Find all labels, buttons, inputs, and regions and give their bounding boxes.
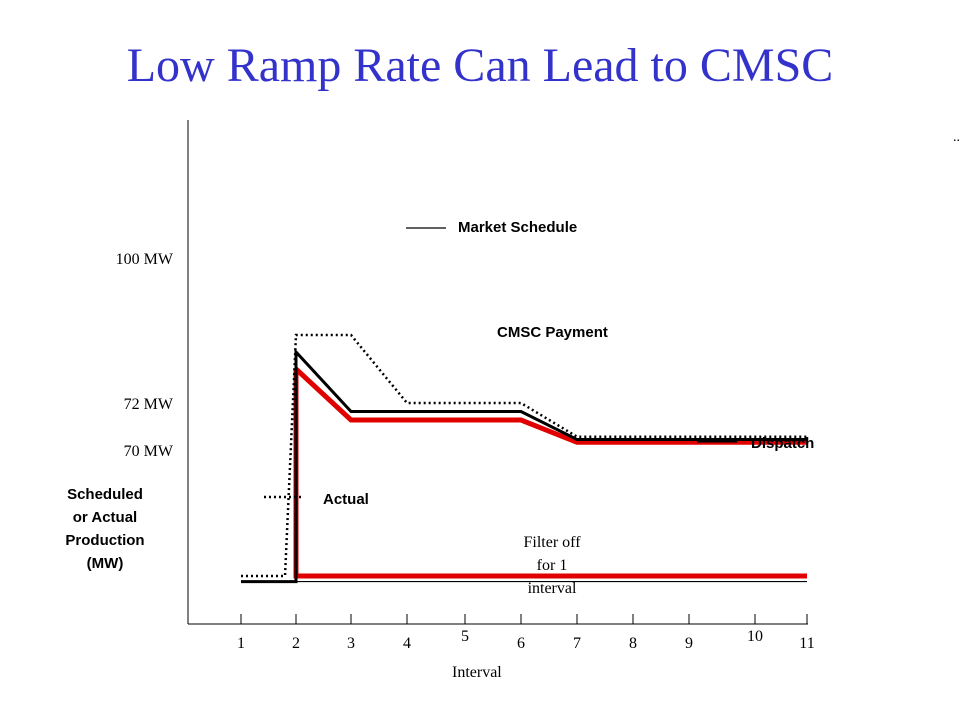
dispatch-line <box>241 348 807 584</box>
y-axis-label-line: or Actual <box>72 509 138 526</box>
x-tick-label: 10 <box>747 628 763 645</box>
slide-title: Low Ramp Rate Can Lead to CMSC <box>126 39 834 92</box>
x-axis-label: Interval <box>452 664 502 681</box>
actual-line <box>241 333 807 578</box>
filter-note: Filter off for 1 interval <box>492 531 612 600</box>
x-tick-label: 6 <box>517 635 525 652</box>
y-axis-label-line: Scheduled <box>67 486 143 503</box>
legend-market-schedule: Market Schedule <box>458 219 578 236</box>
market-schedule-ramp-line <box>294 367 807 445</box>
x-tick-label: 9 <box>685 635 693 652</box>
y-axis-label: Scheduled or Actual Production (MW) <box>40 483 170 575</box>
y-tick-72: 72 MW <box>123 396 173 413</box>
y-tick-100: 100 MW <box>115 251 173 268</box>
filter-note-line: Filter off <box>523 534 581 551</box>
filter-note-line: interval <box>527 580 577 597</box>
y-axis-label-line: (MW) <box>86 555 124 572</box>
x-tick-label: 11 <box>799 635 815 652</box>
legend-dispatch: Dispatch <box>751 435 815 452</box>
y-tick-70: 70 MW <box>123 443 173 460</box>
x-tick-label: 2 <box>292 635 300 652</box>
x-tick-label: 4 <box>403 635 411 652</box>
corner-mark: .. <box>953 130 960 145</box>
legend-actual: Actual <box>323 491 369 508</box>
filter-note-line: for 1 <box>536 557 568 574</box>
cmsc-payment-label: CMSC Payment <box>497 324 608 341</box>
x-tick-label: 5 <box>461 628 469 645</box>
x-tick-label: 1 <box>237 635 245 652</box>
x-tick-label: 8 <box>629 635 637 652</box>
x-tick-label: 7 <box>573 635 581 652</box>
x-tick-label: 3 <box>347 635 355 652</box>
y-axis-label-line: Production <box>65 532 145 549</box>
